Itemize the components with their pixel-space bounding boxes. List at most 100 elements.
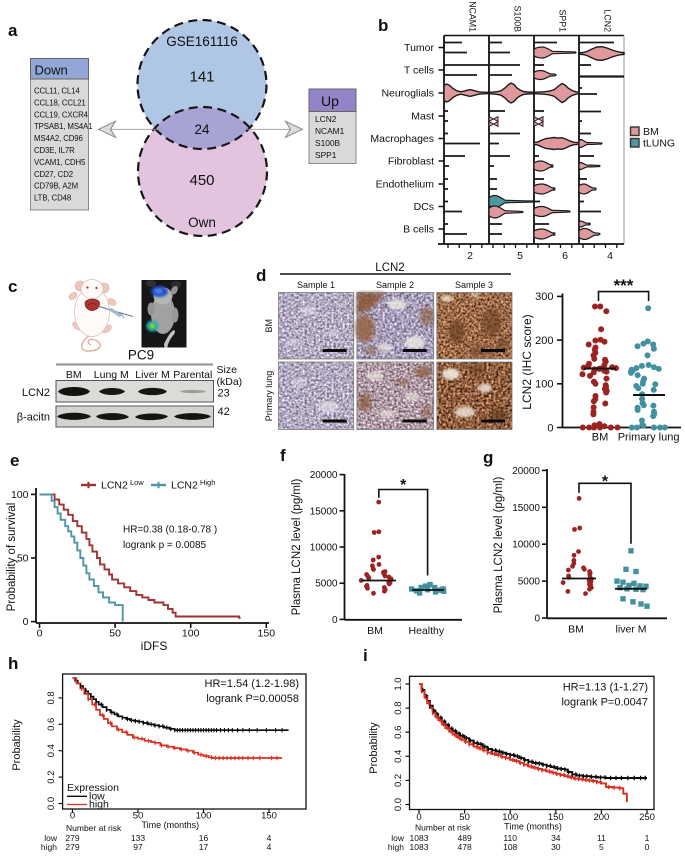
svg-text:279: 279	[65, 833, 79, 843]
svg-text:Probability: Probability	[11, 719, 23, 771]
svg-text:Own: Own	[188, 215, 216, 230]
svg-text:11: 11	[597, 833, 606, 843]
svg-text:LCN2: LCN2	[603, 10, 613, 33]
svg-text:97: 97	[133, 842, 143, 852]
svg-text:141: 141	[189, 69, 214, 86]
svg-text:4: 4	[607, 250, 613, 262]
svg-text:10000: 10000	[512, 540, 540, 551]
svg-text:BM: BM	[592, 432, 609, 444]
svg-text:0.8: 0.8	[46, 691, 57, 704]
svg-text:BM: BM	[367, 625, 383, 637]
svg-text:0: 0	[645, 842, 650, 852]
svg-text:Mast: Mast	[411, 111, 434, 123]
svg-text:Tumor: Tumor	[404, 42, 434, 54]
svg-text:Lung M: Lung M	[94, 369, 129, 381]
svg-text:0: 0	[534, 614, 540, 625]
svg-text:LCN2: LCN2	[375, 262, 404, 274]
svg-text:T cells: T cells	[404, 65, 434, 77]
svg-text:CD79B, A2M: CD79B, A2M	[34, 182, 78, 191]
svg-text:50: 50	[459, 812, 470, 823]
svg-text:100: 100	[182, 628, 200, 640]
svg-text:*: *	[602, 474, 609, 491]
svg-text:CD27, CD2: CD27, CD2	[34, 170, 73, 179]
svg-text:478: 478	[458, 842, 472, 852]
svg-text:high: high	[41, 842, 57, 852]
svg-text:high: high	[388, 842, 404, 852]
svg-text:Primary lung: Primary lung	[618, 432, 680, 444]
svg-text:17: 17	[199, 842, 209, 852]
svg-text:110: 110	[503, 833, 517, 843]
svg-text:200: 200	[593, 812, 609, 823]
svg-text:Size: Size	[217, 364, 238, 376]
svg-text:15000: 15000	[310, 506, 338, 517]
svg-text:200: 200	[535, 335, 553, 347]
svg-text:tLUNG: tLUNG	[643, 138, 675, 150]
svg-text:g: g	[483, 448, 493, 467]
svg-text:NCAM1: NCAM1	[468, 1, 478, 32]
svg-text:CCL19, CXCR4: CCL19, CXCR4	[34, 110, 89, 119]
svg-text:1: 1	[645, 833, 650, 843]
svg-text:LCN2: LCN2	[315, 114, 337, 124]
svg-text:20000: 20000	[310, 470, 338, 481]
svg-text:(kDa): (kDa)	[217, 376, 243, 388]
svg-text:***: ***	[614, 276, 634, 295]
svg-text:Sample 2: Sample 2	[376, 280, 414, 290]
svg-text:LCN2 (IHC score): LCN2 (IHC score)	[520, 314, 534, 409]
svg-text:BM: BM	[568, 624, 584, 636]
svg-text:CCL18, CCL21: CCL18, CCL21	[34, 98, 86, 107]
svg-text:Down: Down	[35, 63, 68, 78]
svg-text:CCL11, CL14: CCL11, CL14	[34, 87, 80, 96]
svg-text:TPSAB1, MS4A1: TPSAB1, MS4A1	[34, 122, 93, 131]
svg-text:VCAM1, CDH5: VCAM1, CDH5	[34, 158, 86, 167]
svg-text:Time (months): Time (months)	[141, 820, 199, 830]
svg-text:0.2: 0.2	[393, 774, 404, 787]
svg-text:Primary lung: Primary lung	[264, 371, 274, 422]
svg-text:489: 489	[458, 833, 472, 843]
svg-text:Probability: Probability	[368, 722, 380, 774]
svg-text:5: 5	[599, 842, 604, 852]
svg-text:SPP1: SPP1	[558, 10, 568, 33]
svg-text:0.4: 0.4	[393, 750, 404, 763]
svg-text:h: h	[8, 654, 18, 673]
svg-text:logrank P=0.0047: logrank P=0.0047	[561, 697, 648, 709]
svg-text:MS4A2, CD96: MS4A2, CD96	[34, 134, 83, 143]
svg-text:BM: BM	[264, 319, 274, 333]
svg-text:30: 30	[551, 842, 561, 852]
svg-text:Neuroglials: Neuroglials	[381, 88, 434, 100]
svg-text:HR=1.13 (1-1.27): HR=1.13 (1-1.27)	[563, 682, 648, 694]
svg-text:CD3E, IL7R: CD3E, IL7R	[34, 146, 75, 155]
svg-text:5000: 5000	[518, 577, 541, 588]
svg-text:0.0: 0.0	[393, 798, 404, 811]
svg-text:5000: 5000	[315, 579, 338, 590]
svg-text:5: 5	[517, 250, 523, 262]
svg-text:e: e	[10, 451, 19, 470]
svg-text:Time (months): Time (months)	[504, 822, 562, 832]
svg-text:BM: BM	[643, 126, 659, 138]
svg-text:0.6: 0.6	[46, 718, 57, 731]
svg-text:16: 16	[199, 833, 209, 843]
svg-text:β-acitn: β-acitn	[17, 412, 50, 424]
svg-text:SPP1: SPP1	[315, 150, 337, 160]
svg-text:PC9: PC9	[128, 348, 154, 363]
svg-text:108: 108	[503, 842, 517, 852]
svg-text:GSE161116: GSE161116	[166, 34, 238, 49]
svg-text:279: 279	[65, 842, 79, 852]
svg-text:150: 150	[548, 812, 564, 823]
svg-text:Plasma LCN2 level (pg/ml): Plasma LCN2 level (pg/ml)	[291, 478, 303, 615]
svg-text:0.2: 0.2	[46, 770, 57, 783]
svg-text:0: 0	[70, 811, 75, 822]
svg-text:i: i	[363, 646, 368, 665]
svg-text:2: 2	[467, 250, 473, 262]
svg-text:low: low	[89, 790, 105, 802]
svg-text:LTB, CD48: LTB, CD48	[34, 194, 71, 203]
svg-text:6: 6	[562, 250, 568, 262]
svg-text:Up: Up	[321, 93, 339, 109]
svg-text:S100B: S100B	[513, 6, 523, 33]
svg-text:4: 4	[267, 833, 272, 843]
svg-text:150: 150	[258, 628, 276, 640]
svg-text:S100B: S100B	[315, 138, 341, 148]
svg-text:d: d	[256, 266, 266, 285]
svg-text:Number at risk: Number at risk	[415, 823, 471, 833]
svg-text:Liver M: Liver M	[135, 369, 169, 381]
svg-text:a: a	[8, 21, 18, 40]
